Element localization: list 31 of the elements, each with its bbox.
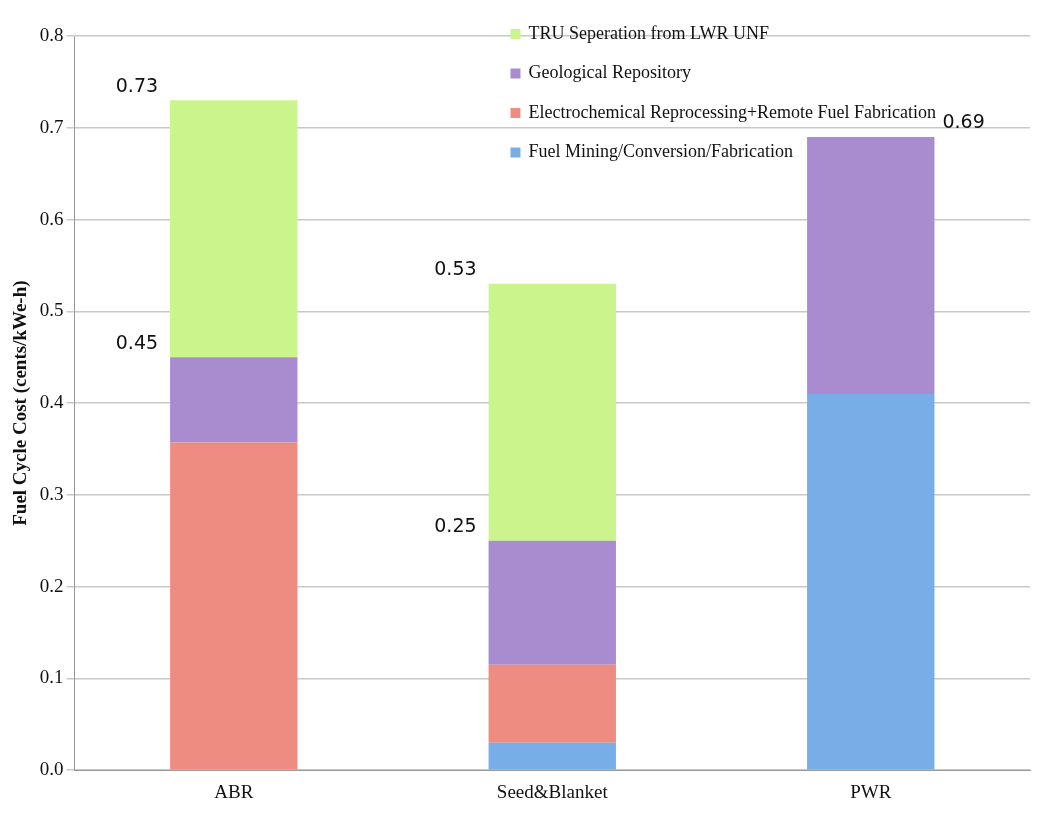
bar [488,664,616,743]
y-tick-label: 0.7 [39,115,64,137]
y-tick-label: 0.6 [39,207,64,229]
y-tick-label: 0.5 [39,299,64,321]
bar [488,540,616,665]
x-tick-label: PWR [850,780,892,802]
annotation: 0.45 [115,330,159,353]
legend-label: Electrochemical Reprocessing+Remote Fuel Fabrication [528,101,937,122]
y-axis-title: Fuel Cycle Cost (cents/kWe-h) [9,280,32,526]
y-tick-label: 0.3 [39,482,64,504]
annotation: 0.69 [942,110,985,133]
bar [807,136,935,394]
y-tick-label: 0.1 [39,666,64,688]
legend-label: Geological Repository [528,62,691,83]
bar [170,100,298,358]
bar [170,442,298,770]
bar [488,283,616,541]
bar [807,393,935,770]
legend-label: TRU Seperation from LWR UNF [528,22,770,43]
x-tick-label: ABR [214,780,254,802]
bar [170,357,298,443]
annotation: 0.25 [434,514,477,537]
y-tick-label: 0.8 [39,23,64,45]
legend-label: Fuel Mining/Conversion/Fabrication [528,141,793,162]
annotation: 0.73 [115,73,159,96]
y-tick-label: 0.2 [39,574,64,596]
y-tick-label: 0.4 [39,391,65,413]
x-tick-label: Seed&Blanket [496,780,609,802]
bar [488,742,616,770]
y-tick-label: 0.0 [39,758,64,780]
annotation: 0.53 [434,257,477,280]
